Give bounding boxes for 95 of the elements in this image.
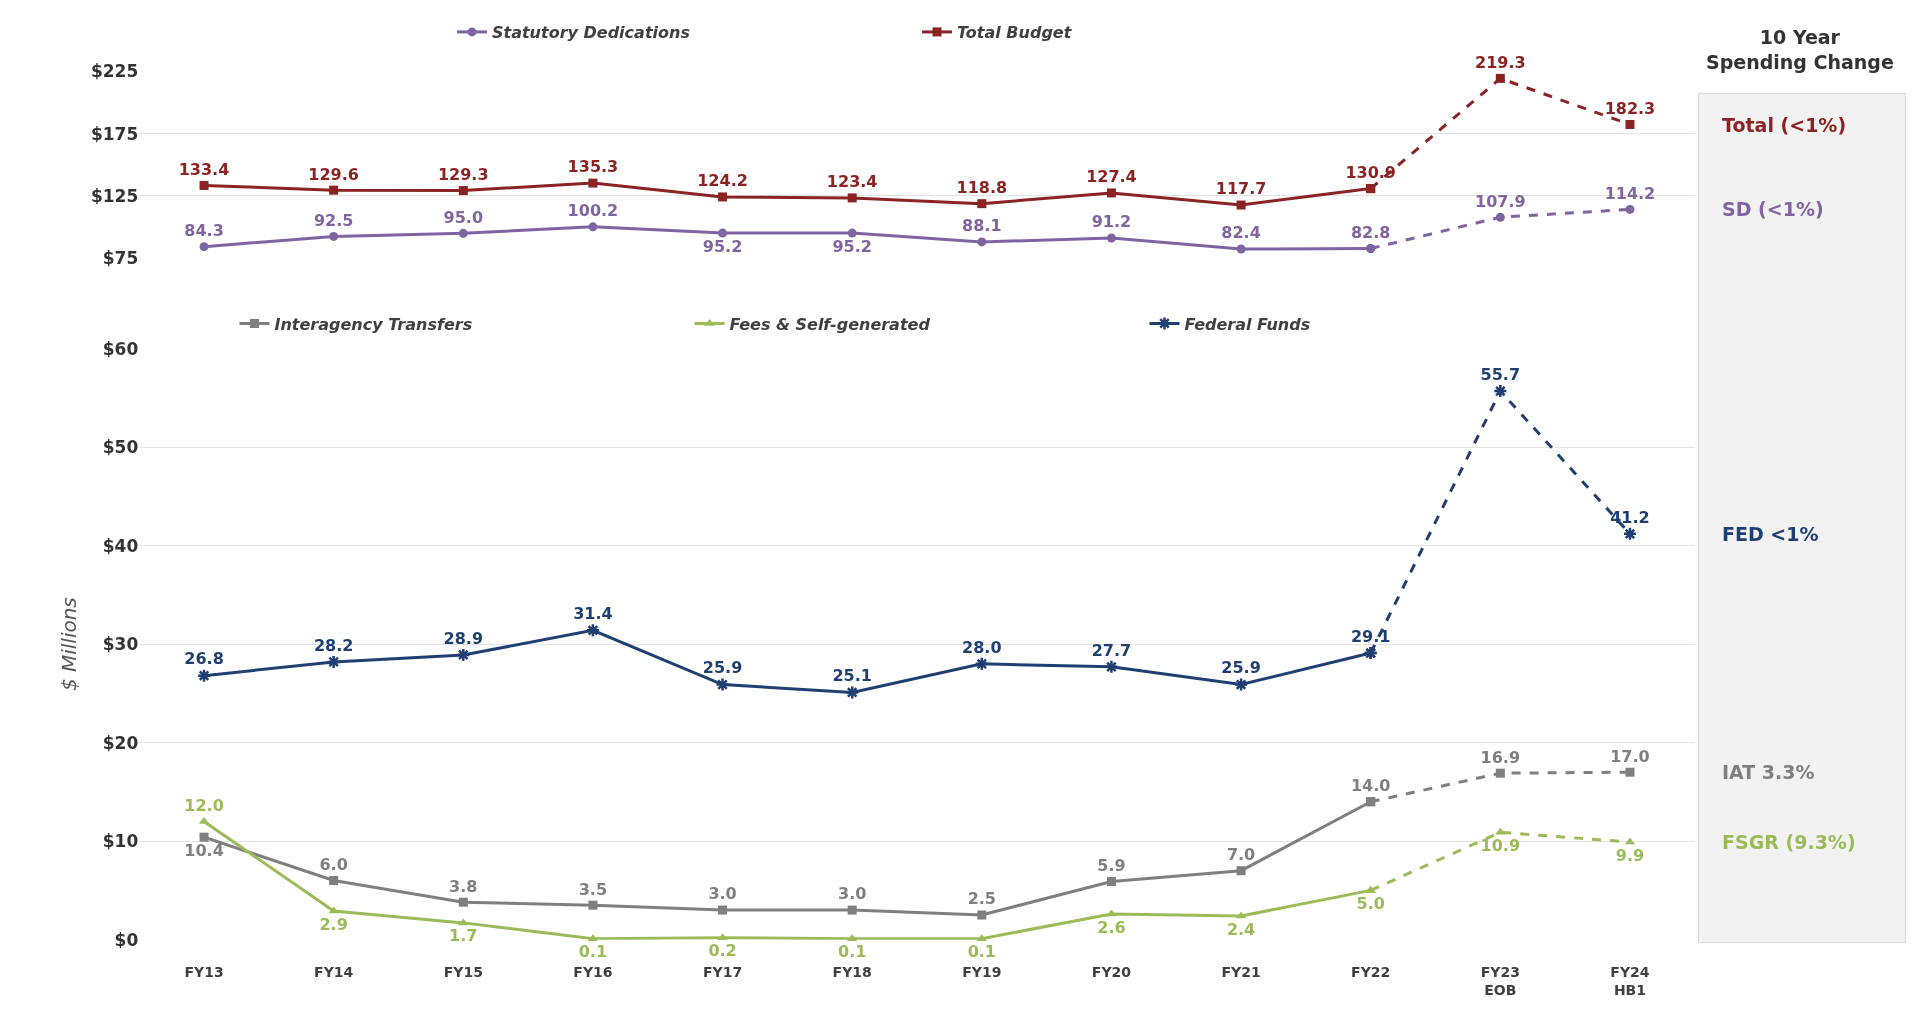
- y-tick-label: $75: [102, 248, 139, 269]
- data-label: 219.3: [1475, 52, 1526, 72]
- data-label: 14.0: [1350, 776, 1391, 796]
- data-label: 118.8: [956, 178, 1008, 198]
- data-label: 95.2: [702, 236, 743, 256]
- data-label: 130.9: [1345, 162, 1397, 182]
- y-tick-label: $125: [90, 185, 139, 206]
- data-label: 0.1: [967, 942, 996, 962]
- data-label: 2.4: [1226, 919, 1256, 939]
- data-label: 55.7: [1480, 364, 1521, 384]
- data-label: 9.9: [1615, 845, 1645, 865]
- x-tick-label: FY18: [832, 963, 872, 980]
- data-label: 88.1: [962, 216, 1002, 236]
- data-label: 135.3: [567, 157, 619, 177]
- data-label: 182.3: [1604, 98, 1656, 118]
- y-tick-label: $40: [102, 535, 139, 556]
- text: SD (<1%): [1722, 198, 1824, 220]
- x-tick-label: FY17: [702, 963, 743, 980]
- data-label: 25.1: [832, 666, 872, 686]
- data-label: 16.9: [1480, 747, 1521, 767]
- legend-label: Statutory Dedications: [492, 23, 690, 43]
- text: FSGR (9.3%): [1722, 831, 1856, 853]
- data-label: 0.1: [578, 942, 608, 962]
- data-label: 92.5: [313, 210, 354, 230]
- data-label: 129.6: [308, 164, 359, 184]
- data-label: 7.0: [1226, 845, 1256, 865]
- data-label: 114.2: [1604, 183, 1656, 203]
- data-label: 95.2: [832, 236, 872, 256]
- y-tick-label: $50: [102, 437, 139, 458]
- x-tick-label: FY24 HB1: [1610, 963, 1650, 998]
- data-label: 0.1: [838, 942, 867, 962]
- data-label: 10.9: [1480, 835, 1521, 855]
- text: FED <1%: [1722, 523, 1819, 545]
- x-tick-label: FY15: [443, 963, 483, 980]
- text: Total (<1%): [1722, 114, 1847, 136]
- data-label: 124.2: [697, 171, 748, 191]
- x-tick-label: FY19: [962, 963, 1002, 980]
- x-tick-label: FY22: [1351, 963, 1391, 980]
- data-label: 127.4: [1086, 167, 1137, 187]
- y-tick-label: $0: [114, 929, 139, 950]
- data-label: 27.7: [1091, 640, 1132, 660]
- text: 10 Year Spending Change: [1706, 26, 1894, 73]
- y-tick-label: $60: [102, 338, 139, 359]
- data-label: 107.9: [1475, 191, 1526, 211]
- y-tick-label: $20: [102, 732, 139, 753]
- data-label: 41.2: [1610, 507, 1650, 527]
- legend-label: Total Budget: [957, 23, 1073, 43]
- data-label: 100.2: [567, 201, 619, 221]
- data-label: 3.8: [449, 876, 478, 896]
- data-label: 3.5: [578, 879, 608, 899]
- x-tick-label: FY14: [314, 963, 354, 980]
- x-tick-label: FY21: [1221, 963, 1261, 980]
- data-label: 25.9: [702, 658, 743, 678]
- data-label: 82.4: [1221, 223, 1261, 243]
- data-label: 12.0: [184, 795, 224, 815]
- data-label: 3.0: [708, 884, 737, 904]
- data-label: 2.9: [319, 914, 348, 934]
- data-label: 3.0: [838, 884, 867, 904]
- data-label: 123.4: [826, 172, 878, 192]
- y-tick-label: $175: [90, 123, 139, 144]
- data-label: 29.1: [1350, 626, 1391, 646]
- data-label: 26.8: [184, 649, 224, 669]
- data-label: 129.3: [437, 164, 489, 184]
- data-label: 2.5: [967, 889, 996, 909]
- data-label: 117.7: [1215, 179, 1267, 199]
- data-label: 28.2: [313, 635, 354, 655]
- data-label: 28.0: [962, 637, 1002, 657]
- x-tick-label: FY20: [1091, 963, 1132, 980]
- y-tick-label: $10: [102, 831, 139, 852]
- text: IAT 3.3%: [1722, 761, 1815, 783]
- data-label: 31.4: [573, 604, 613, 624]
- data-label: 84.3: [184, 221, 224, 241]
- data-label: 25.9: [1221, 658, 1261, 678]
- data-label: 82.8: [1350, 222, 1391, 242]
- data-label: 6.0: [319, 854, 348, 874]
- legend-label: Fees & Self-generated: [729, 314, 931, 334]
- data-label: 5.9: [1097, 855, 1126, 875]
- x-tick-label: FY13: [184, 963, 224, 980]
- data-label: 10.4: [184, 840, 224, 860]
- data-label: 28.9: [443, 628, 484, 648]
- data-label: 5.0: [1356, 894, 1385, 914]
- data-label: 95.0: [443, 207, 484, 227]
- legend-label: Interagency Transfers: [274, 314, 473, 334]
- y-tick-label: $225: [90, 61, 139, 82]
- data-label: 17.0: [1610, 746, 1650, 766]
- data-label: 1.7: [449, 926, 478, 946]
- x-tick-label: FY23 EOB: [1480, 963, 1520, 998]
- x-tick-label: FY16: [573, 963, 613, 980]
- y-tick-label: $30: [102, 634, 139, 655]
- legend-label: Federal Funds: [1184, 314, 1311, 334]
- data-label: 91.2: [1091, 212, 1132, 232]
- data-label: 2.6: [1097, 917, 1126, 937]
- y-axis-title: $ Millions: [57, 597, 82, 692]
- data-label: 133.4: [178, 159, 230, 179]
- data-label: 0.2: [708, 941, 737, 961]
